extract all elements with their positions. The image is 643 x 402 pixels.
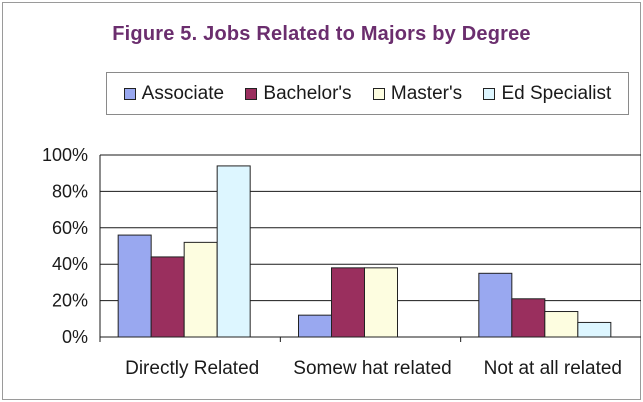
legend-swatch-bachelors <box>245 87 258 100</box>
x-tick-label: Somew hat related <box>293 358 451 379</box>
y-tick-label: 0% <box>62 327 88 347</box>
legend-label-masters: Master's <box>390 82 463 104</box>
bar <box>150 256 185 338</box>
bar <box>577 321 612 338</box>
bar <box>298 314 332 338</box>
legend-item-associate: Associate <box>123 82 225 105</box>
legend-label-bachelors: Bachelor's <box>263 82 352 104</box>
legend-item-masters: Master's <box>372 82 463 105</box>
bar <box>511 298 546 338</box>
legend-swatch-ed-specialist <box>483 87 496 100</box>
legend-label-ed-specialist: Ed Specialist <box>501 82 612 104</box>
y-tick-label: 80% <box>52 181 88 201</box>
legend-swatch-masters <box>372 87 385 100</box>
y-tick-label: 100% <box>42 145 88 165</box>
bar <box>183 241 218 338</box>
x-tick-label: Directly Related <box>125 358 259 379</box>
y-tick-label: 20% <box>52 291 88 311</box>
legend-item-ed-specialist: Ed Specialist <box>483 83 611 105</box>
bar <box>364 267 398 338</box>
legend: Associate Bachelor's Master's Ed Special… <box>106 72 629 115</box>
chart-title: Figure 5. Jobs Related to Majors by Degr… <box>112 23 531 45</box>
y-tick-label: 60% <box>52 218 88 238</box>
legend-item-bachelors: Bachelor's <box>245 82 352 105</box>
bar <box>478 272 513 338</box>
bar <box>331 267 365 338</box>
y-tick-label: 40% <box>52 254 88 274</box>
legend-label-associate: Associate <box>141 82 225 104</box>
x-tick-label: Not at all related <box>484 358 622 379</box>
legend-swatch-associate <box>123 87 136 100</box>
bar <box>117 234 152 338</box>
bar <box>216 165 251 338</box>
bar <box>544 311 579 338</box>
